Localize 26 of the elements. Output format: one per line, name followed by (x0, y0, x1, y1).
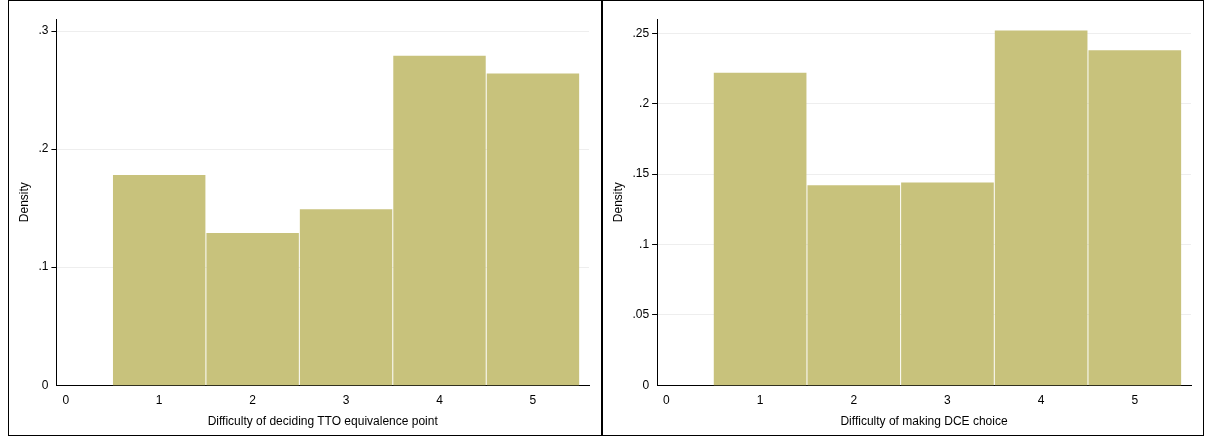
y-tick-label: .15 (632, 166, 650, 181)
x-tick-label: 2 (850, 392, 858, 407)
y-axis-title: Density (610, 182, 625, 223)
x-tick-label: 4 (436, 392, 444, 407)
x-tick-label: 4 (1037, 392, 1045, 407)
y-tick-label: .2 (38, 141, 49, 156)
x-tick-label: 3 (944, 392, 952, 407)
x-tick-label: 0 (62, 392, 70, 407)
y-tick-label: .2 (639, 95, 650, 110)
x-axis-title: Difficulty of making DCE choice (840, 414, 1008, 429)
x-tick-label: 0 (663, 392, 671, 407)
x-axis-title: Difficulty of deciding TTO equivalence point (207, 414, 439, 429)
y-tick-label: 0 (41, 377, 49, 392)
y-tick-label: .1 (38, 259, 49, 274)
x-tick-label: 3 (342, 392, 350, 407)
y-tick-label: .1 (639, 236, 650, 251)
x-tick-label: 2 (249, 392, 257, 407)
y-tick-label: .25 (632, 25, 650, 40)
x-tick-label: 5 (1131, 392, 1139, 407)
x-tick-label: 1 (756, 392, 764, 407)
y-axis-title: Density (16, 182, 31, 223)
y-tick-label: 0 (642, 377, 650, 392)
y-tick-label: .3 (38, 23, 49, 38)
x-tick-label: 5 (529, 392, 537, 407)
x-tick-label: 1 (155, 392, 163, 407)
y-tick-label: .05 (632, 307, 650, 322)
